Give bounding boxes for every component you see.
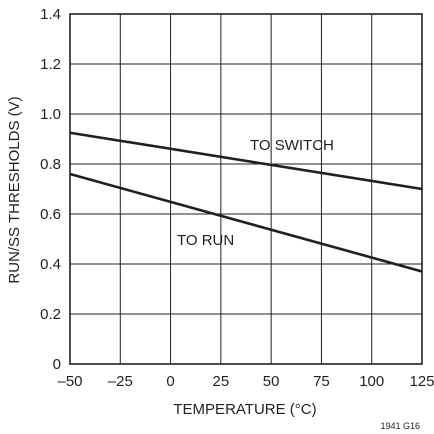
x-tick-label: 50 bbox=[263, 373, 280, 390]
series-lines bbox=[69, 131, 423, 273]
x-tick-label: 75 bbox=[313, 373, 330, 390]
x-tick-label: 0 bbox=[166, 373, 174, 390]
annotation-to-run: TO RUN bbox=[177, 232, 234, 249]
x-tick-label: –25 bbox=[108, 373, 133, 390]
y-tick-label: 1.0 bbox=[40, 106, 61, 123]
y-tick-labels: 0 0.2 0.4 0.6 0.8 1.0 1.2 1.4 bbox=[40, 6, 61, 373]
y-tick-label: 0 bbox=[53, 356, 61, 373]
x-tick-label: –50 bbox=[57, 373, 82, 390]
y-tick-label: 1.2 bbox=[40, 56, 61, 73]
y-tick-label: 0.8 bbox=[40, 156, 61, 173]
plot-frame bbox=[69, 13, 423, 365]
x-tick-labels: –50 –25 0 25 50 75 100 125 bbox=[57, 373, 434, 390]
y-axis-title: RUN/SS THRESHOLDS (V) bbox=[6, 96, 23, 283]
figure-id: 1941 G16 bbox=[380, 421, 420, 431]
x-tick-label: 125 bbox=[409, 373, 434, 390]
x-tick-label: 100 bbox=[359, 373, 384, 390]
x-axis-title: TEMPERATURE (°C) bbox=[173, 401, 316, 418]
annotation-to-switch: TO SWITCH bbox=[250, 137, 334, 154]
series-line-to-switch bbox=[69, 131, 423, 191]
y-tick-label: 0.6 bbox=[40, 206, 61, 223]
x-tick-label: 25 bbox=[213, 373, 230, 390]
y-tick-label: 0.2 bbox=[40, 306, 61, 323]
series-line-to-run bbox=[69, 172, 423, 273]
y-tick-label: 1.4 bbox=[40, 6, 61, 23]
grid bbox=[69, 13, 423, 365]
y-tick-label: 0.4 bbox=[40, 256, 61, 273]
